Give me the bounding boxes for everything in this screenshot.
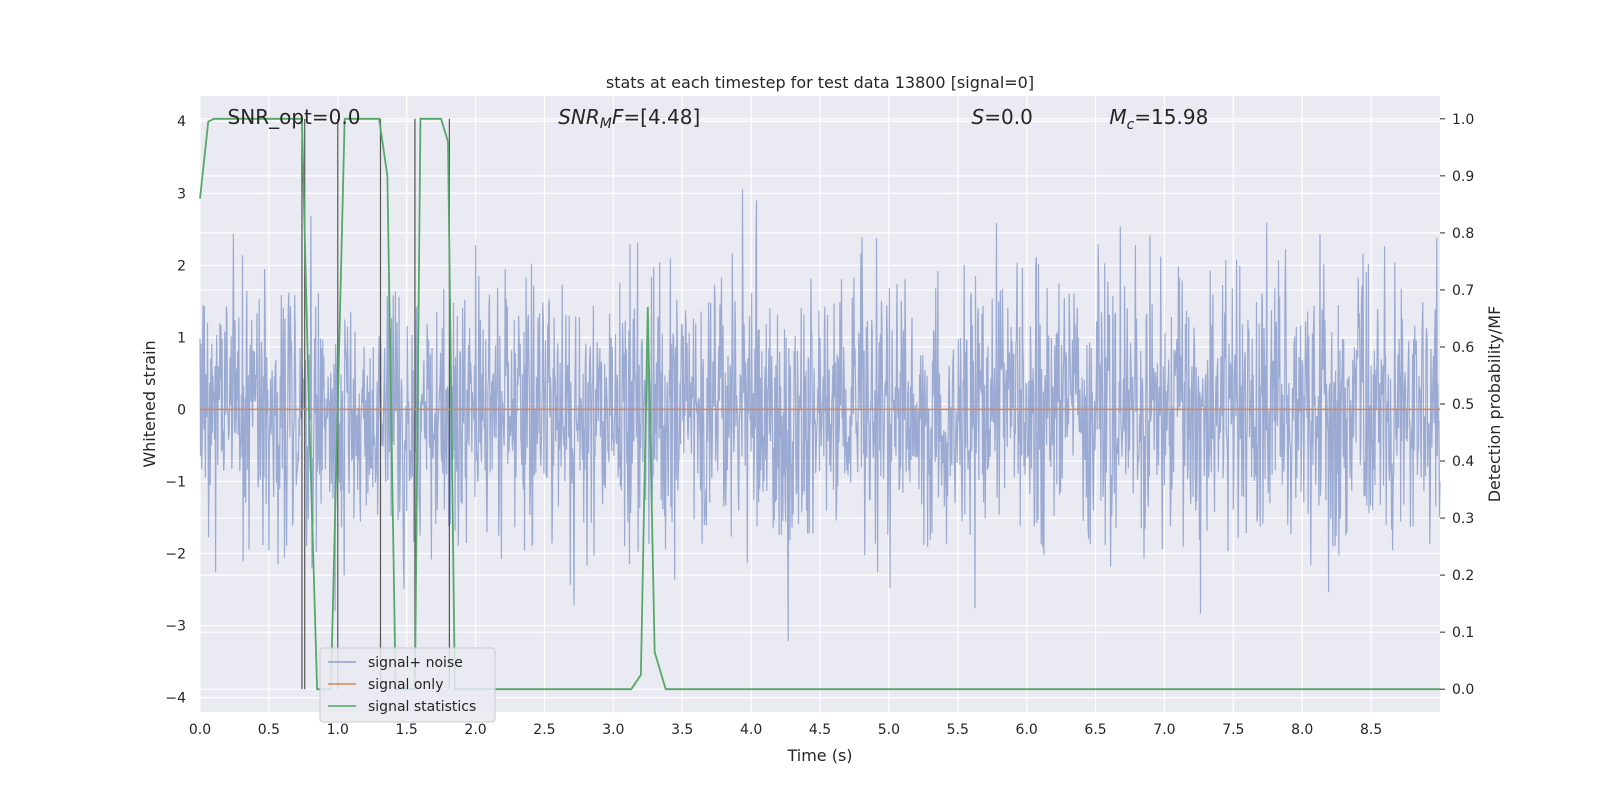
x-tick-label: 6.5 bbox=[1084, 722, 1106, 738]
x-tick-label: 5.5 bbox=[947, 722, 969, 738]
ticks: 0.0 0.5 1.0 1.5 2.0 2.5 3.0 3.5 4.0 4.5 5.0 5.5 6.0 6… bbox=[165, 112, 1474, 738]
y-tick-label-left: 4 bbox=[177, 114, 186, 130]
y-tick-label-right: 0.1 bbox=[1452, 625, 1474, 641]
x-tick-label: 1.5 bbox=[396, 722, 418, 738]
legend-label-signal-noise: signal+ noise bbox=[368, 655, 463, 671]
y-tick-label-left: −4 bbox=[165, 691, 186, 707]
y-tick-label-left: 3 bbox=[177, 186, 186, 202]
y-tick-label-right: 0.9 bbox=[1452, 169, 1474, 185]
y-tick-label-right: 0.2 bbox=[1452, 568, 1474, 584]
x-tick-label: 2.5 bbox=[533, 722, 555, 738]
y-tick-label-right: 0.5 bbox=[1452, 397, 1474, 413]
y-tick-label-right: 0.7 bbox=[1452, 283, 1474, 299]
y-tick-label-right: 0.0 bbox=[1452, 682, 1474, 698]
x-tick-label: 7.0 bbox=[1153, 722, 1175, 738]
x-tick-label: 5.0 bbox=[878, 722, 900, 738]
x-tick-label: 6.0 bbox=[1016, 722, 1038, 738]
x-tick-label: 8.0 bbox=[1291, 722, 1313, 738]
y-tick-label-right: 0.6 bbox=[1452, 340, 1474, 356]
y-axis-label-right: Detection probability/MF bbox=[1485, 306, 1504, 503]
y-tick-label-left: −3 bbox=[165, 619, 186, 635]
y-tick-label-left: 2 bbox=[177, 258, 186, 274]
x-tick-label: 7.5 bbox=[1222, 722, 1244, 738]
y-tick-label-left: 0 bbox=[177, 402, 186, 418]
annotation-0: SNR_opt=0.0 bbox=[228, 105, 361, 129]
annotations: SNR_opt=0.0 SNRMF=[4.48] S=0.0 Mc=15.98 bbox=[228, 105, 1209, 133]
x-tick-label: 3.0 bbox=[602, 722, 624, 738]
y-tick-label-left: 1 bbox=[177, 330, 186, 346]
x-tick-label: 1.0 bbox=[327, 722, 349, 738]
x-axis-label: Time (s) bbox=[786, 746, 852, 765]
y-tick-label-left: −2 bbox=[165, 546, 186, 562]
annotation-2: S=0.0 bbox=[972, 105, 1033, 129]
annotation-3: Mc=15.98 bbox=[1109, 105, 1208, 133]
series-signal-noise bbox=[199, 189, 1441, 642]
y-tick-label-left: −1 bbox=[165, 474, 186, 490]
legend-box bbox=[319, 647, 496, 723]
x-tick-label: 3.5 bbox=[671, 722, 693, 738]
y-tick-label-right: 1.0 bbox=[1452, 112, 1474, 128]
legend-label-signal-only: signal only bbox=[368, 677, 443, 693]
y-axis-label-left: Whitened strain bbox=[140, 340, 159, 467]
annotation-1: SNRMF=[4.48] bbox=[558, 105, 700, 132]
x-tick-label: 0.5 bbox=[258, 722, 280, 738]
x-tick-label: 2.0 bbox=[464, 722, 486, 738]
x-tick-label: 4.0 bbox=[740, 722, 762, 738]
y-tick-label-right: 0.4 bbox=[1452, 454, 1474, 470]
x-tick-label: 8.5 bbox=[1360, 722, 1382, 738]
x-tick-label: 0.0 bbox=[189, 722, 211, 738]
x-tick-label: 4.5 bbox=[809, 722, 831, 738]
legend-label-signal-statistics: signal statistics bbox=[368, 699, 476, 715]
noise-series bbox=[199, 189, 1441, 642]
chart-title: stats at each timestep for test data 138… bbox=[606, 73, 1034, 92]
y-tick-label-right: 0.8 bbox=[1452, 226, 1474, 242]
legend: signal+ noise signal only signal statist… bbox=[319, 647, 496, 723]
y-tick-label-right: 0.3 bbox=[1452, 511, 1474, 527]
